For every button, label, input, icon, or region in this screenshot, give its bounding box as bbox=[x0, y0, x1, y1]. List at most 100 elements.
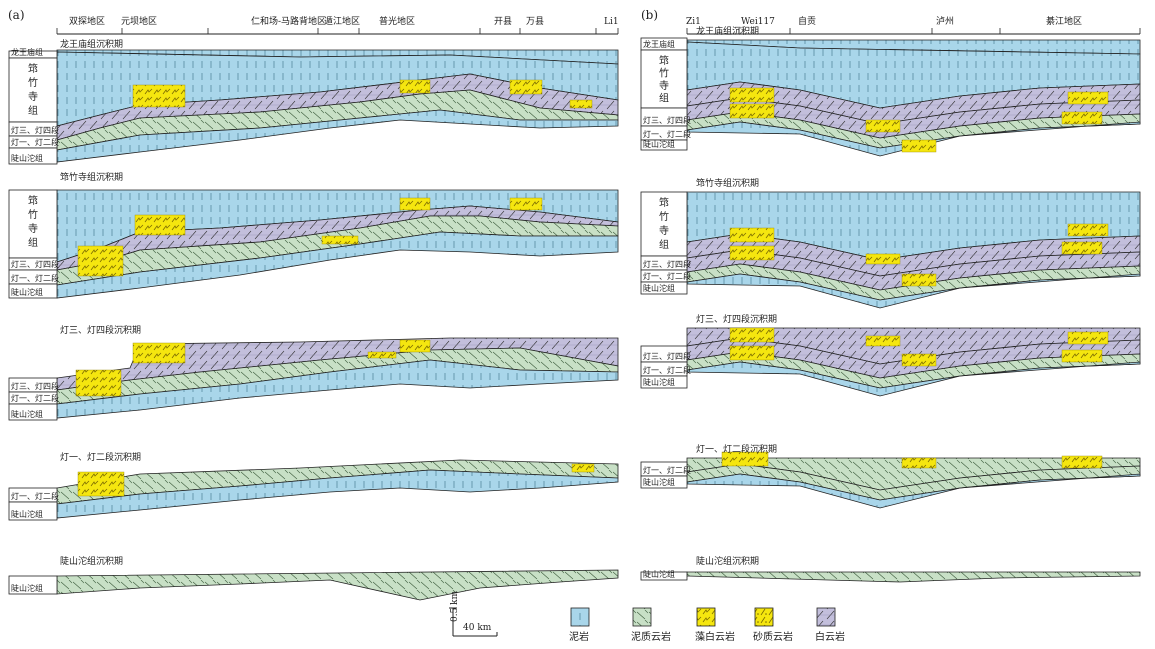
unit-label: 陡山沱组 bbox=[643, 569, 675, 579]
algal-dolomite-body bbox=[399, 339, 431, 353]
unit-box bbox=[8, 189, 58, 259]
legend-swatch-mud bbox=[570, 607, 590, 627]
unit-label: 陡山沱组 bbox=[11, 409, 43, 419]
unit-label: 灯三、灯四段 bbox=[643, 115, 691, 125]
unit-label-char: 组 bbox=[28, 104, 38, 117]
scale-bar: 0.5 km 40 km bbox=[449, 590, 498, 637]
region-label: 自贡 bbox=[798, 15, 816, 27]
algal-dolomite-body bbox=[901, 457, 937, 469]
legend-label: 白云岩 bbox=[815, 630, 845, 643]
layer-mud-base bbox=[686, 361, 1141, 397]
vertical-scale-label: 0.5 km bbox=[450, 590, 460, 622]
unit-label: 陡山沱组 bbox=[643, 283, 675, 293]
unit-label-char: 寺 bbox=[659, 80, 669, 92]
algal-dolomite-body bbox=[132, 342, 186, 364]
period-title: 灯三、灯四段沉积期 bbox=[60, 324, 141, 336]
algal-dolomite-body bbox=[1061, 241, 1103, 255]
legend-label: 砂质云岩 bbox=[753, 630, 793, 643]
algal-dolomite-body bbox=[75, 369, 122, 397]
algal-dolomite-body bbox=[1067, 331, 1109, 345]
layer-doushantuo bbox=[56, 469, 619, 519]
unit-box bbox=[8, 575, 58, 595]
unit-label: 陡山沱组 bbox=[643, 477, 675, 487]
period-title: 灯一、灯二段沉积期 bbox=[60, 451, 141, 463]
unit-label: 灯一、灯二段 bbox=[643, 365, 691, 375]
algal-dolomite-body bbox=[132, 84, 186, 108]
legend-label: 藻白云岩 bbox=[695, 630, 735, 643]
algal-dolomite-body bbox=[729, 227, 775, 243]
layer-mud-base bbox=[686, 473, 1141, 509]
algal-dolomite-body bbox=[865, 335, 901, 347]
region-label: 元坝地区 bbox=[121, 15, 157, 27]
unit-label: 灯一、灯二段 bbox=[643, 129, 691, 139]
algal-dolomite-body bbox=[321, 235, 359, 245]
algal-dolomite-body bbox=[729, 345, 775, 361]
algal-dolomite-body bbox=[399, 197, 431, 211]
unit-label-char: 筇 bbox=[659, 54, 669, 67]
unit-label-char: 寺 bbox=[28, 91, 38, 103]
unit-box bbox=[640, 475, 688, 489]
period-title: 龙王庙组沉积期 bbox=[696, 25, 759, 37]
unit-label: 灯三、灯四段 bbox=[11, 381, 59, 391]
algal-dolomite-body bbox=[1061, 349, 1103, 363]
unit-label: 灯一、灯二段 bbox=[11, 137, 59, 147]
period-title: 灯三、灯四段沉积期 bbox=[696, 313, 777, 325]
layer-mud-base bbox=[686, 273, 1141, 309]
panel-b: (b) Zi1 Wei117 自贡 泸州 綦江地区龙王庙组沉积期筇竹寺组沉积期灯三、灯四段… bbox=[640, 8, 1141, 583]
region-label: 綦江地区 bbox=[1046, 15, 1082, 27]
unit-box bbox=[8, 147, 58, 165]
period-title: 筇竹寺组沉积期 bbox=[696, 177, 759, 189]
legend-swatch-marl bbox=[632, 607, 652, 627]
unit-label-char: 竹 bbox=[659, 67, 669, 80]
unit-label: 陡山沱组 bbox=[643, 139, 675, 149]
algal-dolomite-body bbox=[77, 471, 125, 497]
unit-label: 陡山沱组 bbox=[11, 509, 43, 519]
unit-box bbox=[640, 49, 688, 109]
period-title: 筇竹寺组沉积期 bbox=[60, 171, 123, 183]
region-label: 遁江地区 bbox=[324, 15, 360, 27]
unit-box bbox=[8, 501, 58, 521]
algal-dolomite-body bbox=[569, 99, 593, 109]
algal-dolomite-body bbox=[729, 103, 775, 119]
unit-box bbox=[8, 403, 58, 421]
algal-dolomite-body bbox=[1061, 455, 1103, 469]
algal-dolomite-body bbox=[721, 451, 769, 467]
horizontal-scale-label: 40 km bbox=[463, 623, 492, 633]
section-row-doushantuo: 陡山沱组沉积期 bbox=[56, 555, 619, 601]
algal-dolomite-body bbox=[901, 273, 937, 287]
panel-b-label: (b) bbox=[641, 8, 658, 22]
section-row-qiongzhusi: 筇竹寺组沉积期 bbox=[56, 171, 619, 299]
layer-doushantuo bbox=[56, 359, 619, 419]
layer-doushantuo bbox=[56, 109, 619, 163]
algal-dolomite-body bbox=[134, 214, 186, 236]
algal-dolomite-body bbox=[865, 119, 901, 133]
section-row-longwangmiao: 龙王庙组沉积期 bbox=[56, 38, 619, 163]
algal-dolomite-body bbox=[77, 245, 124, 277]
algal-dolomite-body bbox=[865, 253, 901, 265]
unit-box bbox=[640, 139, 688, 151]
unit-label-char: 筇 bbox=[28, 194, 38, 207]
unit-box bbox=[640, 281, 688, 295]
region-label: 普光地区 bbox=[379, 15, 415, 27]
algal-dolomite-body bbox=[367, 351, 397, 359]
algal-dolomite-body bbox=[1067, 223, 1109, 237]
unit-label: 灯一、灯二段 bbox=[643, 465, 691, 475]
algal-dolomite-body bbox=[509, 79, 543, 95]
algal-dolomite-body bbox=[729, 245, 775, 261]
unit-label: 灯一、灯二段 bbox=[643, 271, 691, 281]
unit-label-char: 组 bbox=[659, 238, 669, 251]
unit-label-char: 寺 bbox=[659, 225, 669, 237]
unit-box bbox=[640, 375, 688, 389]
unit-label-char: 竹 bbox=[28, 76, 38, 89]
region-label: 泸州 bbox=[936, 16, 954, 27]
algal-dolomite-body bbox=[1061, 111, 1103, 125]
legend-swatch-dolo bbox=[816, 607, 836, 627]
unit-box bbox=[8, 283, 58, 299]
unit-label-char: 竹 bbox=[659, 210, 669, 223]
period-title: 灯一、灯二段沉积期 bbox=[696, 443, 777, 455]
section-row-b: 灯一、灯二段沉积期 bbox=[686, 443, 1141, 509]
layer-doushantuo bbox=[686, 571, 1141, 583]
unit-label: 陡山沱组 bbox=[643, 377, 675, 387]
